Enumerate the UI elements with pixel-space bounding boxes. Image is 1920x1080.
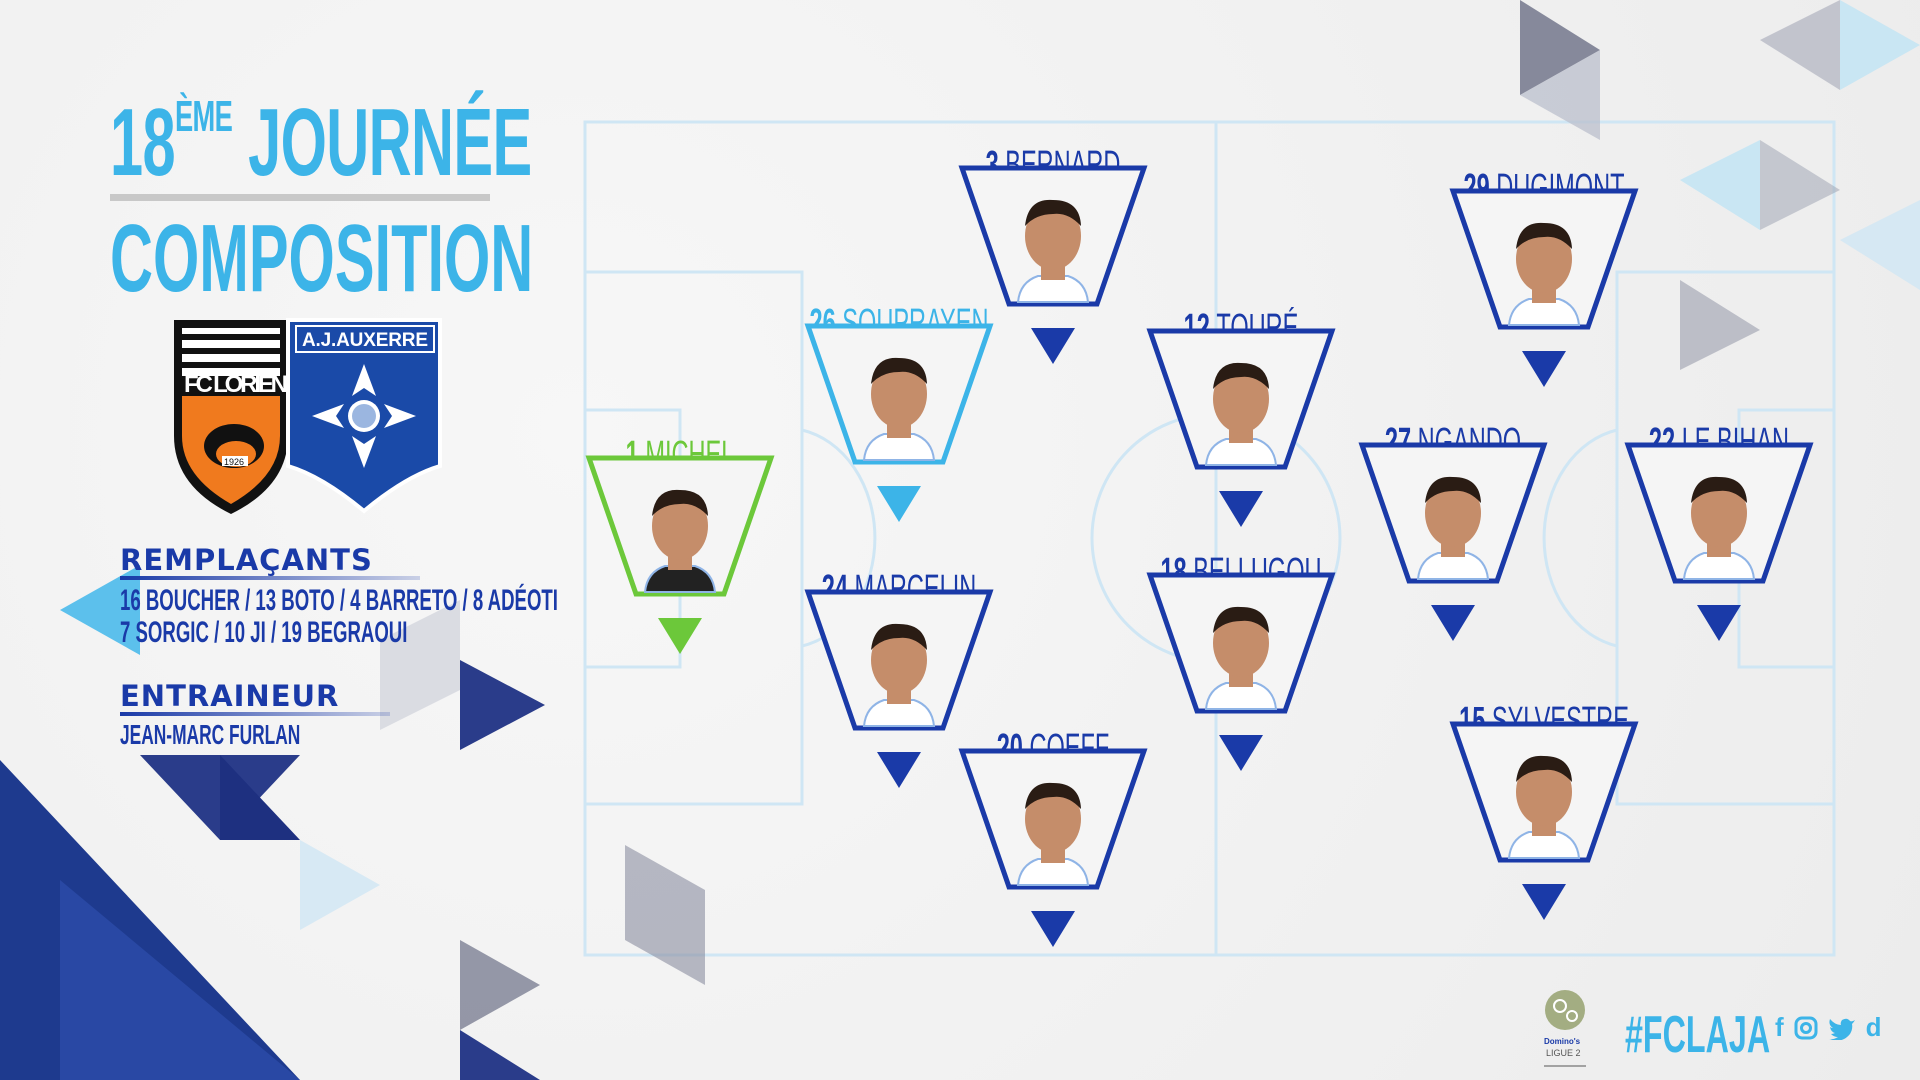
player-photo: [1204, 362, 1278, 466]
sub-name: SORGIC: [135, 616, 209, 649]
coach-heading: ENTRAINEUR: [120, 679, 340, 713]
player-photo-frame: [804, 589, 994, 788]
coach-name: JEAN-MARC FURLAN: [120, 719, 301, 750]
player-card: 1 MICHEL: [585, 434, 775, 664]
sub-number: 7: [120, 616, 131, 649]
down-arrow-icon: [1031, 328, 1075, 364]
svg-text:LIGUE 2: LIGUE 2: [1546, 1048, 1581, 1058]
player-card: 29 DUGIMONT: [1449, 167, 1639, 397]
sub-number: 10: [224, 616, 246, 649]
player-photo-frame: [958, 748, 1148, 947]
down-arrow-icon: [1431, 605, 1475, 641]
down-arrow-icon: [877, 752, 921, 788]
down-arrow-icon: [1522, 351, 1566, 387]
separator: /: [239, 584, 256, 617]
player-card: 3 BERNARD: [958, 144, 1148, 374]
down-arrow-icon: [1697, 605, 1741, 641]
sub-number: 8: [472, 584, 484, 617]
separator: /: [265, 616, 282, 649]
sub-name: JI: [250, 616, 266, 649]
player-photo: [862, 623, 936, 727]
player-photo: [1416, 476, 1490, 580]
player-photo-frame: [1624, 442, 1814, 641]
down-arrow-icon: [1219, 491, 1263, 527]
sub-number: 4: [350, 584, 361, 617]
separator: /: [208, 616, 225, 649]
separator: /: [457, 584, 473, 617]
player-card: 12 TOURÉ: [1146, 307, 1336, 537]
player-photo: [643, 489, 717, 593]
player-photo: [1016, 199, 1090, 303]
player-photo-frame: [1449, 721, 1639, 920]
player-photo-frame: [958, 165, 1148, 364]
player-card: 26 SOUPRAYEN: [804, 302, 994, 532]
player-photo: [1204, 606, 1278, 710]
coach-underline: [120, 712, 390, 716]
ligue-2-logo: Domino's LIGUE 2: [1544, 990, 1586, 1067]
substitutes-line-1: 16 BOUCHER / 13 BOTO / 4 BARRETO / 8 ADÉ…: [120, 584, 826, 618]
svg-text:FC LORIEN: FC LORIEN: [184, 371, 288, 398]
sub-name: BOTO: [281, 584, 335, 617]
sub-number: 13: [255, 584, 277, 617]
player-photo-frame: [585, 455, 775, 654]
player-card: 20 COEFF: [958, 727, 1148, 957]
sub-number: 16: [120, 584, 141, 617]
sub-name: BOUCHER: [145, 584, 240, 617]
facebook-icon[interactable]: f: [1775, 1012, 1784, 1042]
player-photo: [1016, 782, 1090, 886]
sub-name: ADÉOTI: [487, 584, 558, 617]
player-photo: [1507, 755, 1581, 859]
down-arrow-icon: [1522, 884, 1566, 920]
sub-name: BARRETO: [365, 584, 458, 617]
svg-text:Domino's: Domino's: [1544, 1037, 1581, 1046]
substitutes-underline: [120, 576, 420, 580]
player-photo-frame: [1146, 572, 1336, 771]
down-arrow-icon: [877, 486, 921, 522]
dailymotion-icon[interactable]: d: [1865, 1012, 1882, 1042]
player-photo: [1682, 476, 1756, 580]
sub-name: BEGRAOUI: [307, 616, 408, 649]
svg-text:A.J.AUXERRE: A.J.AUXERRE: [302, 330, 428, 351]
title-divider: [110, 194, 490, 201]
twitter-icon[interactable]: [1828, 1016, 1856, 1040]
player-card: 15 SYLVESTRE: [1449, 700, 1639, 930]
player-photo-frame: [1358, 442, 1548, 641]
round-title: 18ÈME JOURNÉE: [110, 89, 532, 196]
player-photo: [1507, 222, 1581, 326]
player-card: 18 BELLUGOU: [1146, 551, 1336, 781]
substitutes-heading: REMPLAÇANTS: [120, 543, 373, 577]
player-photo-frame: [804, 323, 994, 522]
social-icons: f d: [1775, 1012, 1882, 1043]
player-photo-frame: [1146, 328, 1336, 527]
player-card: 24 MARCELIN: [804, 568, 994, 798]
fc-lorient-logo: FC LORIEN 1926: [174, 320, 288, 514]
instagram-icon[interactable]: [1794, 1016, 1818, 1040]
pitch-lines: [583, 120, 1836, 957]
player-photo: [862, 357, 936, 461]
player-photo-frame: [1449, 188, 1639, 387]
club-logos: FC LORIEN 1926 A.J.AUXERRE: [174, 318, 442, 514]
page-title: COMPOSITION: [110, 205, 534, 312]
down-arrow-icon: [1219, 735, 1263, 771]
substitutes-line-2: 7 SORGIC / 10 JI / 19 BEGRAOUI: [120, 616, 584, 650]
separator: /: [334, 584, 351, 617]
sub-number: 19: [281, 616, 302, 649]
down-arrow-icon: [658, 618, 702, 654]
svg-text:1926: 1926: [224, 457, 244, 467]
hashtag: #FCLAJA: [1625, 1006, 1771, 1064]
player-card: 27 NGANDO: [1358, 421, 1548, 651]
down-arrow-icon: [1031, 911, 1075, 947]
aj-auxerre-logo: A.J.AUXERRE: [286, 318, 442, 514]
player-card: 22 LE BIHAN: [1624, 421, 1814, 651]
